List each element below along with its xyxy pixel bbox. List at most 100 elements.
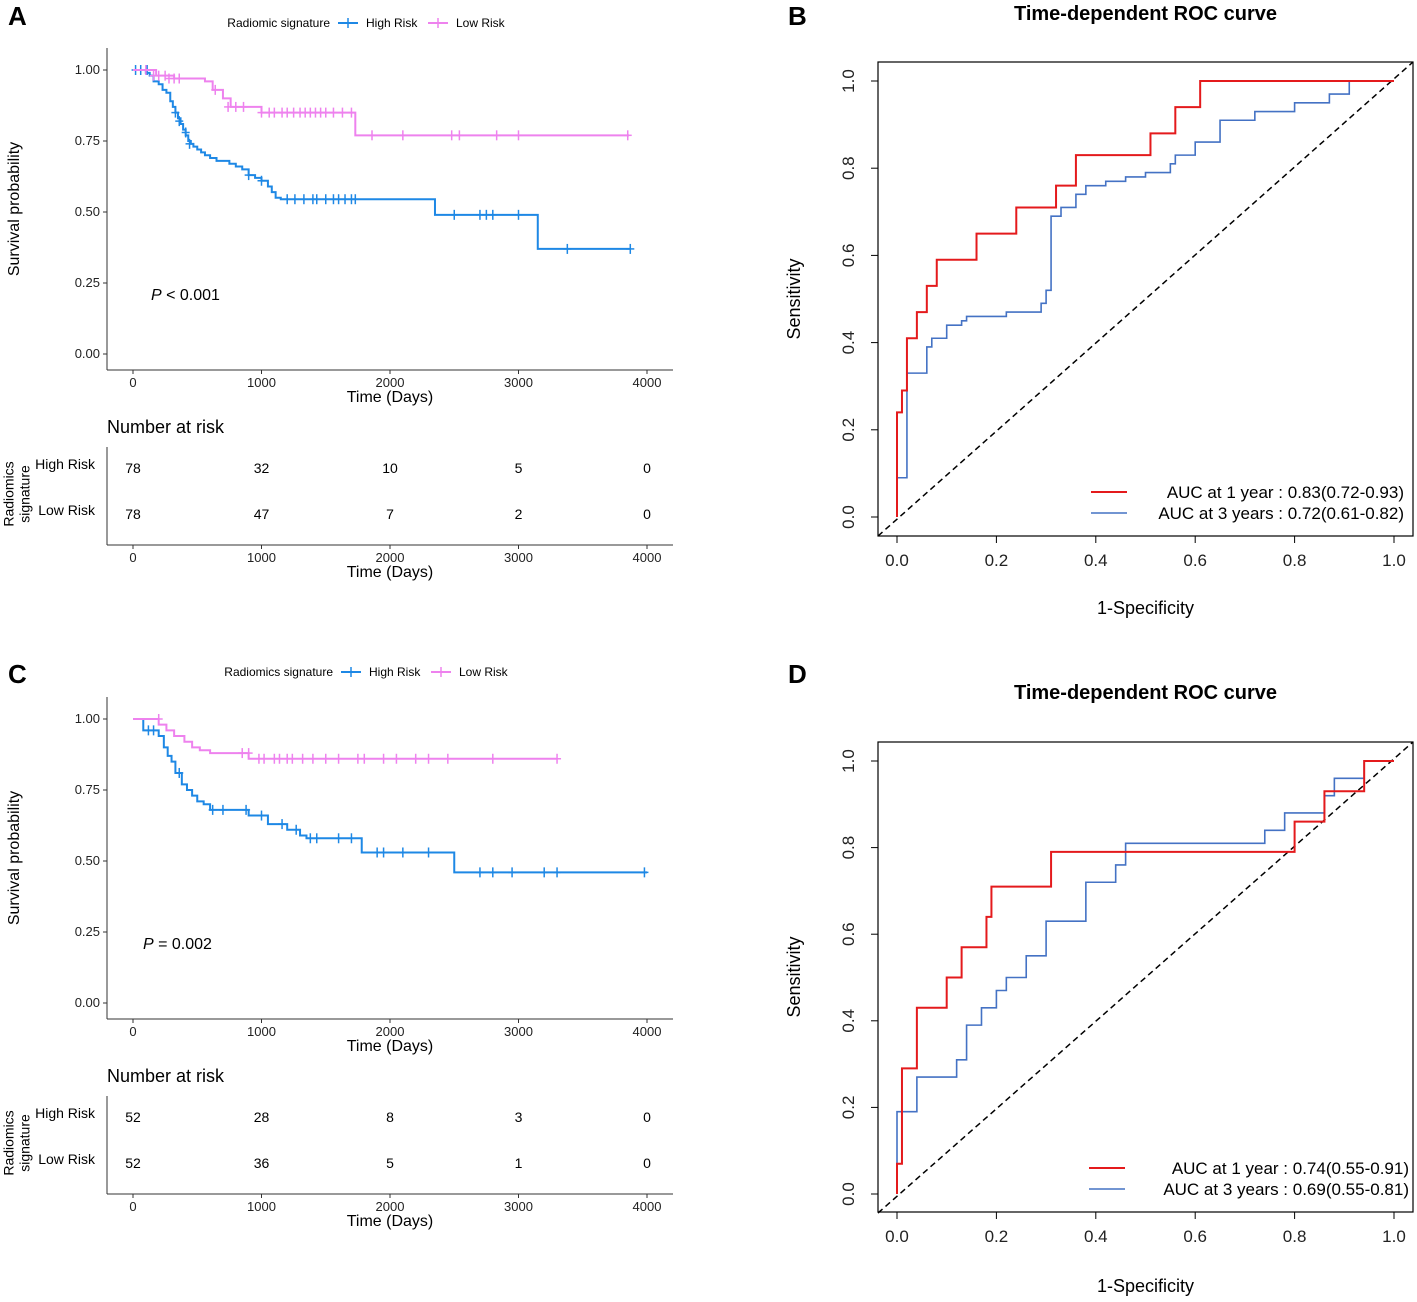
x-tick-label: 0.0 — [885, 551, 909, 570]
roc-panel-3: D Time-dependent ROC curve 0.0 0.0 0.2 0.2 0.4… — [784, 659, 1414, 1296]
x-tick-label: 1000 — [247, 375, 276, 390]
risk-count: 52 — [125, 1155, 141, 1171]
legend-label: AUC at 1 year : 0.83(0.72-0.93) — [1167, 483, 1404, 502]
panel-letter: C — [8, 659, 27, 689]
x-tick-label: 4000 — [633, 550, 662, 565]
km-curve-high-risk — [133, 69, 631, 250]
y-tick-label: 0.25 — [75, 924, 100, 939]
risk-count: 8 — [386, 1109, 394, 1125]
x-tick-label: 0 — [129, 550, 136, 565]
km-curve-high-risk — [133, 718, 647, 874]
y-tick-label: 1.00 — [75, 62, 100, 77]
roc-curve-3-years — [896, 760, 1394, 1194]
p-value: P < 0.001 — [151, 287, 220, 304]
y-tick-label: 0.50 — [75, 204, 100, 219]
x-tick-label: 0 — [129, 1024, 136, 1039]
x-tick-label: 4000 — [633, 1024, 662, 1039]
plot-frame — [877, 61, 1414, 537]
x-tick-label: 0.6 — [1183, 1227, 1207, 1246]
x-tick-label: 3000 — [504, 550, 533, 565]
legend-label: High Risk — [369, 665, 421, 679]
legend-label: Low Risk — [456, 16, 506, 30]
legend-title: Radiomics signature — [224, 665, 333, 679]
km-panel-0: A0.000.250.500.751.000 1000 2000 3000 4000Ti… — [1, 1, 673, 581]
x-tick-label: 3000 — [504, 375, 533, 390]
x-tick-label: 1.0 — [1382, 1227, 1406, 1246]
chart-title: Time-dependent ROC curve — [1014, 682, 1277, 704]
y-axis-label: Survival probability — [6, 791, 23, 925]
km-curve-low-risk — [133, 718, 558, 760]
y-tick-label: 0.25 — [75, 275, 100, 290]
y-tick-label: 0.50 — [75, 853, 100, 868]
y-tick-label: 0.4 — [839, 331, 858, 355]
y-axis-label: Sensitivity — [784, 936, 804, 1017]
risk-count: 0 — [643, 460, 651, 476]
roc-panel-1: B Time-dependent ROC curve 0.0 0.0 0.2 0.2 0.4… — [784, 1, 1414, 618]
y-tick-label: 1.0 — [839, 749, 858, 773]
x-tick-label: 3000 — [504, 1024, 533, 1039]
x-tick-label: 0.8 — [1283, 1227, 1307, 1246]
plot-frame — [877, 741, 1414, 1213]
km-curve-low-risk — [133, 69, 630, 137]
risk-count: 78 — [125, 506, 141, 522]
x-tick-label: 2000 — [376, 1024, 405, 1039]
risk-count: 0 — [643, 1109, 651, 1125]
x-tick-label: 4000 — [633, 375, 662, 390]
x-tick-label: 1.0 — [1382, 551, 1406, 570]
legend-label: High Risk — [366, 16, 418, 30]
legend-label: AUC at 1 year : 0.74(0.55-0.91) — [1172, 1159, 1409, 1178]
x-tick-label: 4000 — [633, 1199, 662, 1214]
y-tick-label: 0.0 — [839, 1182, 858, 1206]
x-axis-label: Time (Days) — [347, 1038, 434, 1055]
risk-count: 10 — [382, 460, 398, 476]
y-axis-label: Sensitivity — [784, 258, 804, 339]
x-tick-label: 0.8 — [1283, 551, 1307, 570]
chart-title: Time-dependent ROC curve — [1014, 3, 1277, 25]
legend-title: Radiomic signature — [227, 16, 330, 30]
y-tick-label: 0.0 — [839, 505, 858, 529]
y-tick-label: 0.00 — [75, 346, 100, 361]
y-axis-label: Survival probability — [6, 142, 23, 276]
x-axis-label: 1-Specificity — [1097, 1276, 1194, 1296]
y-tick-label: 0.2 — [839, 1096, 858, 1120]
y-tick-label: 0.8 — [839, 836, 858, 860]
roc-curve-1-year — [896, 80, 1394, 517]
x-tick-label: 3000 — [504, 1199, 533, 1214]
y-tick-label: 0.00 — [75, 995, 100, 1010]
y-tick-label: 0.4 — [839, 1009, 858, 1033]
y-tick-label: 0.75 — [75, 782, 100, 797]
x-axis-label: Time (Days) — [347, 1213, 434, 1230]
risk-count: 47 — [254, 506, 270, 522]
panel-letter: B — [788, 1, 807, 31]
x-tick-label: 0.2 — [985, 551, 1009, 570]
risk-count: 36 — [254, 1155, 270, 1171]
x-axis-label: Time (Days) — [347, 389, 434, 406]
x-tick-label: 0 — [129, 375, 136, 390]
x-tick-label: 0.4 — [1084, 1227, 1108, 1246]
x-tick-label: 2000 — [376, 375, 405, 390]
risk-table-title: Number at risk — [107, 1066, 225, 1086]
km-panel-2: C 0.00 0.25 0.50 0.75 1.00 0 1000 2000 3000 4000 Ti… — [1, 659, 673, 1230]
x-tick-label: 2000 — [376, 1199, 405, 1214]
panel-letter: D — [788, 659, 807, 689]
x-tick-label: 0 — [129, 1199, 136, 1214]
y-tick-label: 0.6 — [839, 922, 858, 946]
y-tick-label: 0.6 — [839, 244, 858, 268]
legend-label: Low Risk — [459, 665, 509, 679]
legend-label: AUC at 3 years : 0.72(0.61-0.82) — [1158, 504, 1404, 523]
x-axis-label: Time (Days) — [347, 564, 434, 581]
risk-row-label: Low Risk — [38, 502, 96, 518]
roc-curve-1-year — [896, 760, 1394, 1194]
x-tick-label: 1000 — [247, 1024, 276, 1039]
x-tick-label: 2000 — [376, 550, 405, 565]
y-tick-label: 0.75 — [75, 133, 100, 148]
panel-letter: A — [8, 1, 27, 31]
y-tick-label: 0.8 — [839, 156, 858, 180]
reference-diagonal — [877, 61, 1414, 537]
x-tick-label: 1000 — [247, 550, 276, 565]
risk-count: 28 — [254, 1109, 270, 1125]
risk-count: 52 — [125, 1109, 141, 1125]
y-tick-label: 1.00 — [75, 711, 100, 726]
legend-label: AUC at 3 years : 0.69(0.55-0.81) — [1163, 1180, 1409, 1199]
